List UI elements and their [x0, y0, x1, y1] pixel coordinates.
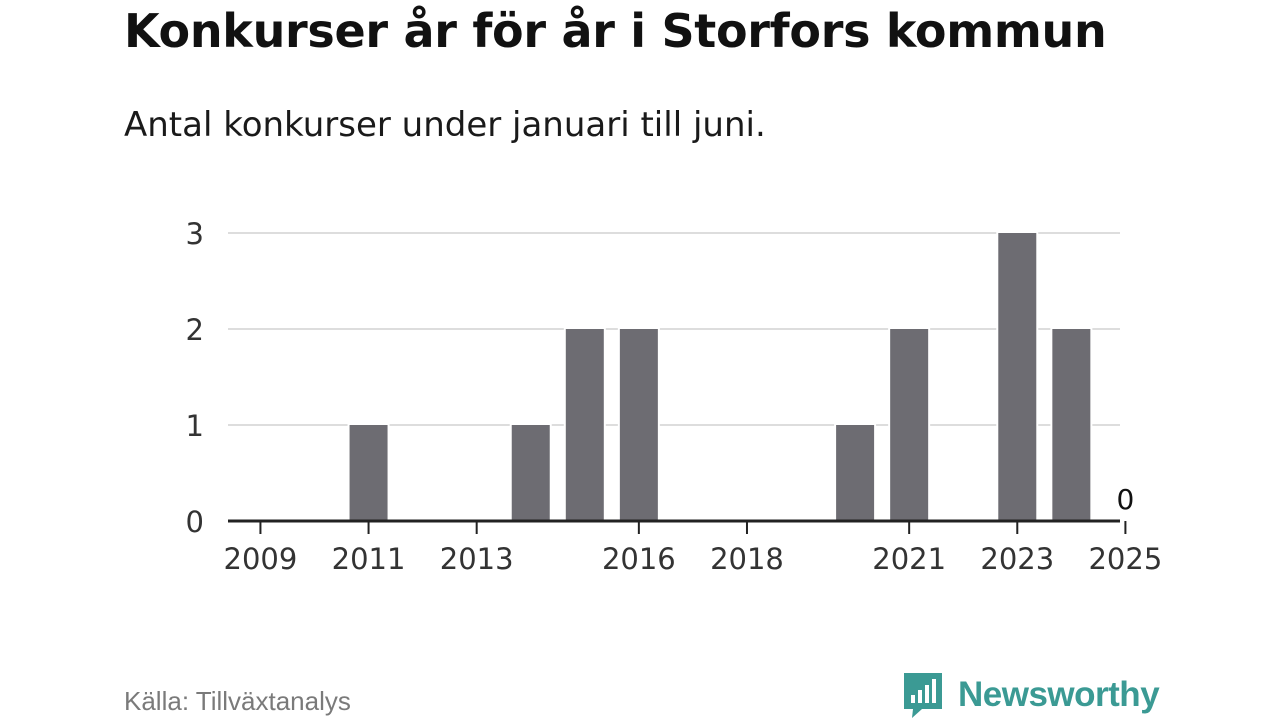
x-tick-label: 2021 [872, 542, 946, 576]
x-tick-label: 2023 [980, 542, 1054, 576]
x-tick-label: 2009 [224, 542, 298, 576]
bar [509, 423, 552, 523]
bar [347, 423, 390, 523]
y-tick-label: 2 [186, 313, 204, 347]
data-label: 0 [1116, 483, 1134, 516]
x-tick-label: 2025 [1088, 542, 1162, 576]
bar [996, 231, 1039, 523]
x-tick-label: 2016 [602, 542, 676, 576]
newsworthy-logo-icon [904, 673, 942, 718]
x-tick-label: 2011 [332, 542, 406, 576]
chart-title: Konkurser år för år i Storfors kommun [124, 4, 1107, 58]
y-tick-label: 3 [186, 217, 204, 251]
bar-chart: 0 1 2 3 2009 2011 2013 2016 2018 2021 2023 2025 0 [186, 217, 1163, 576]
bar [888, 327, 931, 523]
y-tick-label: 0 [186, 505, 204, 539]
source-note: Källa: Tillväxtanalys [124, 686, 351, 716]
y-tick-label: 1 [186, 409, 204, 443]
bar [1050, 327, 1093, 523]
x-tick-label: 2013 [440, 542, 514, 576]
brand-logo: Newsworthy [902, 670, 1160, 720]
brand-name: Newsworthy [958, 675, 1160, 714]
x-tick-label: 2018 [710, 542, 784, 576]
bar [834, 423, 877, 523]
bar [563, 327, 606, 523]
bar [617, 327, 660, 523]
chart-subtitle: Antal konkurser under januari till juni. [124, 105, 766, 145]
